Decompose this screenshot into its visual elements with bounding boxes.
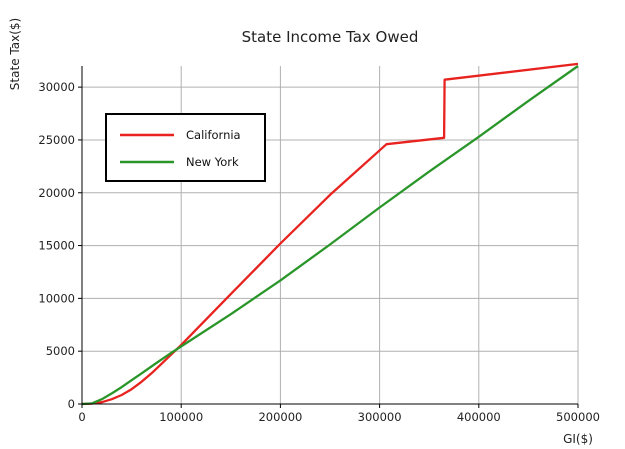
x-tick-label: 0 xyxy=(78,410,85,424)
grid xyxy=(82,66,579,404)
y-tick-label: 10000 xyxy=(38,291,75,305)
y-tick-label: 5000 xyxy=(46,344,75,358)
x-tick-label: 400000 xyxy=(457,410,501,424)
y-axis-label: State Tax($) xyxy=(8,18,22,90)
axes xyxy=(81,66,578,405)
x-tick-label: 500000 xyxy=(556,410,600,424)
legend-label-new-york: New York xyxy=(186,155,239,169)
series-line-california xyxy=(81,62,579,406)
ticks: 0 100000 200000 300000 400000 500000 0 5000 1000… xyxy=(38,80,600,424)
series-line-new-york xyxy=(81,65,579,406)
y-tick-label: 0 xyxy=(68,397,75,411)
y-tick-label: 25000 xyxy=(38,133,75,147)
legend: California New York xyxy=(105,113,266,182)
y-tick-label: 30000 xyxy=(38,80,75,94)
series-lines xyxy=(81,62,579,406)
chart-title: State Income Tax Owed xyxy=(242,28,419,46)
x-axis-label: GI($) xyxy=(563,432,593,446)
y-tick-label: 15000 xyxy=(38,239,75,253)
y-tick-label: 20000 xyxy=(38,186,75,200)
x-tick-label: 200000 xyxy=(258,410,302,424)
x-tick-label: 100000 xyxy=(159,410,203,424)
x-tick-label: 300000 xyxy=(358,410,402,424)
legend-box xyxy=(105,113,266,182)
legend-label-california: California xyxy=(186,128,241,142)
